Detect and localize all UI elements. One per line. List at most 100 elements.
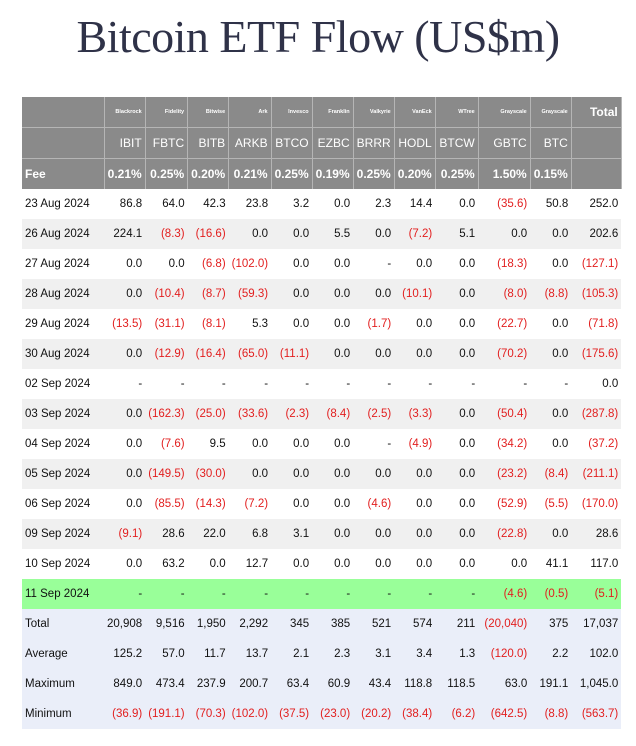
summary-cell: 3.4 [394, 639, 436, 669]
flow-cell: 3.2 [271, 189, 313, 219]
summary-cell: (70.3) [187, 699, 229, 729]
row-total-cell: (170.0) [571, 489, 622, 519]
flow-cell: 0.0 [394, 489, 436, 519]
flow-cell: (16.4) [187, 339, 229, 369]
flow-cell: 0.0 [353, 279, 395, 309]
flow-cell: - [271, 369, 313, 399]
table-row: 09 Sep 2024 (9.1) 28.6 22.0 6.8 3.1 0.0 0.0 0.0 0… [22, 519, 622, 549]
flow-cell: 64.0 [145, 189, 188, 219]
flow-cell: (34.2) [478, 429, 531, 459]
issuer-header: Invesco [271, 97, 313, 128]
row-total-cell: 0.0 [571, 369, 622, 399]
summary-cell: (102.0) [228, 699, 272, 729]
summary-cell: 17,037 [571, 609, 622, 639]
summary-row: Maximum 849.0 473.4 237.9 200.7 63.4 60.9 43.4 1… [22, 669, 622, 699]
issuer-header: Grayscale [530, 97, 572, 128]
summary-cell: (38.4) [394, 699, 436, 729]
flow-cell: 0.0 [394, 459, 436, 489]
issuer-header: Ark [228, 97, 272, 128]
summary-label: Total [22, 609, 104, 639]
flow-cell: (4.9) [394, 429, 436, 459]
row-date: 05 Sep 2024 [22, 459, 104, 489]
summary-cell: 345 [271, 609, 313, 639]
flow-cell: 0.0 [228, 459, 272, 489]
summary-cell: 102.0 [571, 639, 622, 669]
flow-cell: 0.0 [104, 279, 146, 309]
summary-cell: (20.2) [353, 699, 395, 729]
flow-cell: (6.8) [187, 249, 229, 279]
flow-cell: - [271, 579, 313, 609]
ticker-header: EZBC [312, 127, 354, 159]
table-row: 05 Sep 2024 0.0 (149.5) (30.0) 0.0 0.0 0.0 0.0 0… [22, 459, 622, 489]
flow-cell: (7.6) [145, 429, 188, 459]
flow-cell: 0.0 [478, 549, 531, 579]
summary-cell: 1,950 [187, 609, 229, 639]
summary-cell: (642.5) [478, 699, 531, 729]
flow-cell: - [145, 369, 188, 399]
flow-cell: (65.0) [228, 339, 272, 369]
flow-cell: 12.7 [228, 549, 272, 579]
flow-cell: (18.3) [478, 249, 531, 279]
ticker-header-row: IBIT FBTC BITB ARKB BTCO EZBC BRRR HODL BTCW GBTC… [22, 127, 622, 159]
flow-cell: 0.0 [312, 339, 354, 369]
flow-cell: 0.0 [394, 519, 436, 549]
flow-cell: (31.1) [145, 309, 188, 339]
summary-cell: (20,040) [478, 609, 531, 639]
fee-row: Fee 0.21% 0.25% 0.20% 0.21% 0.25% 0.19% 0.25% 0… [22, 158, 622, 189]
flow-cell: 0.0 [394, 309, 436, 339]
flow-cell: (4.6) [353, 489, 395, 519]
flow-cell: - [435, 579, 479, 609]
flow-cell: 2.3 [353, 189, 395, 219]
flow-cell: 0.0 [435, 519, 479, 549]
row-total-cell: (5.1) [571, 579, 622, 609]
flow-cell: (8.1) [187, 309, 229, 339]
flow-cell: 0.0 [271, 309, 313, 339]
flow-cell: 0.0 [394, 249, 436, 279]
fee-cell: 0.25% [353, 158, 395, 189]
flow-cell: 0.0 [435, 549, 479, 579]
row-total-cell: 202.6 [571, 219, 622, 249]
summary-cell: 9,516 [145, 609, 188, 639]
flow-cell: (30.0) [187, 459, 229, 489]
summary-cell: 200.7 [228, 669, 272, 699]
flow-cell: - [228, 579, 272, 609]
row-total-cell: (105.3) [571, 279, 622, 309]
flow-cell: (8.7) [187, 279, 229, 309]
row-date: 09 Sep 2024 [22, 519, 104, 549]
table-row: 04 Sep 2024 0.0 (7.6) 9.5 0.0 0.0 0.0- (4.9) 0.0… [22, 429, 622, 459]
flow-cell: 5.3 [228, 309, 272, 339]
flow-cell: 0.0 [145, 249, 188, 279]
summary-label: Average [22, 639, 104, 669]
flow-cell: 0.0 [435, 309, 479, 339]
flow-cell: 0.0 [271, 279, 313, 309]
table-row: 26 Aug 2024 224.1 (8.3) (16.6) 0.0 0.0 5.5 0.0(… [22, 219, 622, 249]
flow-cell: 0.0 [478, 219, 531, 249]
table-row: 27 Aug 2024 0.0 0.0 (6.8) (102.0) 0.0 0.0-0.0 0… [22, 249, 622, 279]
flow-cell: (1.7) [353, 309, 395, 339]
summary-cell: 2,292 [228, 609, 272, 639]
flow-cell: 63.2 [145, 549, 188, 579]
flow-cell: (13.5) [104, 309, 146, 339]
flow-cell: - [104, 579, 146, 609]
flow-cell: 0.0 [312, 459, 354, 489]
flow-cell: 50.8 [530, 189, 572, 219]
flow-cell: (12.9) [145, 339, 188, 369]
fee-blank [571, 158, 622, 189]
table-row: 28 Aug 2024 0.0 (10.4) (8.7) (59.3) 0.0 0.0 0.0… [22, 279, 622, 309]
flow-cell: 14.4 [394, 189, 436, 219]
table-row: 02 Sep 2024- - - - - - - - - - -0.0 [22, 369, 622, 399]
issuer-header: VanEck [394, 97, 436, 128]
summary-cell: 125.2 [104, 639, 146, 669]
table-row: 03 Sep 2024 0.0 (162.3) (25.0) (33.6) (2.3) (8… [22, 399, 622, 429]
flow-cell: - [353, 429, 395, 459]
flow-cell: 5.1 [435, 219, 479, 249]
flow-cell: 0.0 [187, 549, 229, 579]
summary-row: Average 125.2 57.0 11.7 13.7 2.1 2.3 3.1 3.4 1.3(… [22, 639, 622, 669]
flow-cell: 0.0 [312, 519, 354, 549]
flow-cell: 0.0 [104, 249, 146, 279]
flow-cell: 0.0 [394, 549, 436, 579]
flow-cell: (25.0) [187, 399, 229, 429]
flow-cell: (7.2) [228, 489, 272, 519]
flow-cell: 0.0 [104, 549, 146, 579]
flow-cell: 0.0 [394, 339, 436, 369]
